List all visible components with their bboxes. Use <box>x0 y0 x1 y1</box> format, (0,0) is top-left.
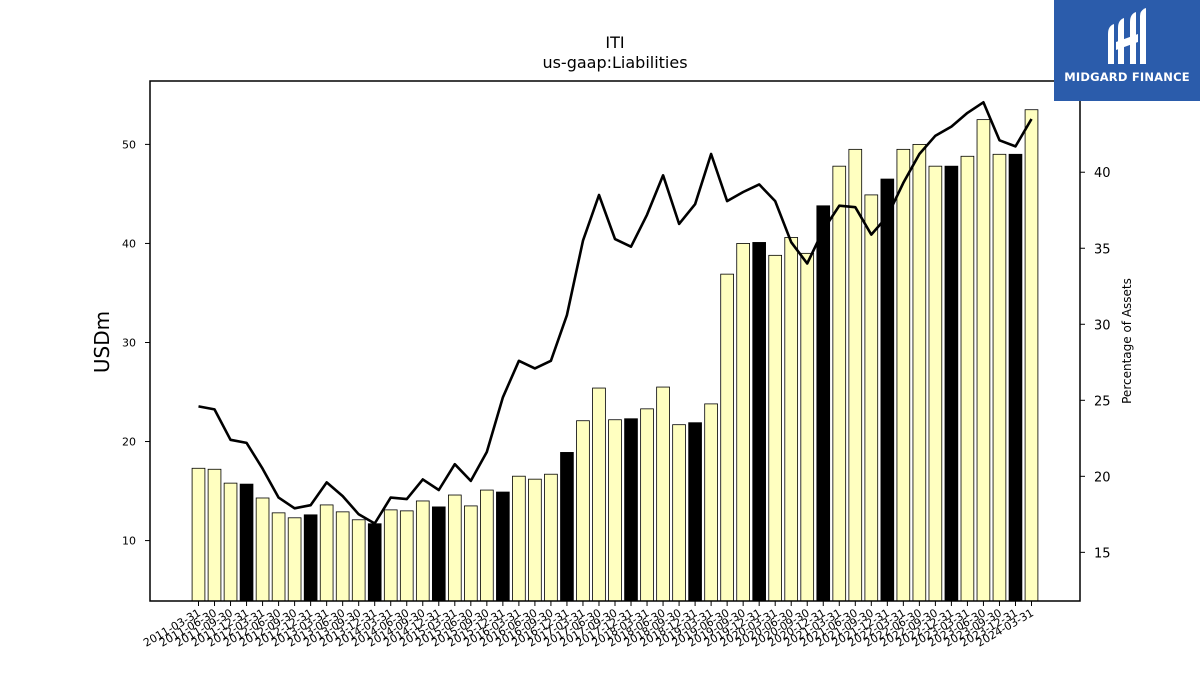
y-axis-label: USDm <box>90 311 114 373</box>
bar <box>191 467 206 602</box>
bar <box>720 273 734 602</box>
bar <box>383 509 398 602</box>
y-tick-label: 40 <box>122 237 136 250</box>
bar <box>512 475 526 602</box>
bar <box>1024 109 1039 602</box>
bar <box>464 505 478 602</box>
bars-layer <box>191 109 1039 602</box>
bar <box>896 148 911 602</box>
chart-subtitle: us-gaap:Liabilities <box>542 53 687 72</box>
y-right-tick-label: 20 <box>1094 470 1111 485</box>
bar <box>704 403 718 602</box>
bar <box>976 119 991 602</box>
bar <box>207 468 222 602</box>
bar <box>752 242 766 602</box>
bar <box>928 165 943 602</box>
bar <box>784 237 799 602</box>
bar <box>576 420 590 602</box>
line-layer <box>198 101 1033 525</box>
y-right-tick-label: 25 <box>1094 394 1111 409</box>
bar <box>688 422 702 602</box>
bar <box>255 497 270 602</box>
y-tick-label: 10 <box>122 535 136 548</box>
x-axis-ticks: 2011-03-312011-06-302011-09-302011-12-31… <box>141 601 1036 650</box>
bar <box>768 254 782 602</box>
bar <box>944 165 959 602</box>
y-right-tick-label: 15 <box>1094 546 1111 561</box>
bar <box>303 514 318 602</box>
midgard-logo-icon <box>1108 8 1146 64</box>
bar <box>544 473 558 602</box>
bar <box>287 517 302 602</box>
bar <box>480 489 494 602</box>
bar <box>672 424 686 602</box>
bar <box>351 519 366 602</box>
y-tick-label: 50 <box>122 138 136 151</box>
bar <box>223 482 238 602</box>
bar <box>271 512 286 602</box>
bar <box>832 165 847 602</box>
bar <box>415 500 430 602</box>
right-axis-ticks: 15 20 25 30 35 40 <box>1080 166 1111 561</box>
bar <box>640 408 654 602</box>
bar <box>736 243 750 602</box>
bar <box>960 155 975 602</box>
left-axis-ticks: 10 20 30 40 50 <box>122 138 150 548</box>
bar <box>239 483 254 602</box>
chart-title: ITI <box>605 33 624 52</box>
bar <box>1008 153 1023 602</box>
logo-wordmark: MIDGARD FINANCE <box>1064 70 1190 84</box>
bar <box>992 153 1007 602</box>
bar <box>608 419 622 602</box>
bar <box>431 506 446 602</box>
bar <box>624 418 638 602</box>
y-right-tick-label: 30 <box>1094 318 1111 333</box>
bar <box>447 494 462 602</box>
bar <box>367 523 382 602</box>
bar <box>592 387 606 602</box>
bar <box>399 510 414 602</box>
bar <box>656 386 670 602</box>
y-tick-label: 30 <box>122 336 136 349</box>
y-right-tick-label: 35 <box>1094 242 1111 257</box>
brand-logo: MIDGARD FINANCE <box>1054 0 1200 101</box>
y-right-tick-label: 40 <box>1094 166 1111 181</box>
bar <box>816 205 831 602</box>
bar <box>319 504 334 602</box>
y-axis-label-right: Percentage of Assets <box>1120 278 1134 404</box>
bar <box>880 178 895 602</box>
bar <box>335 511 350 602</box>
bar <box>496 491 510 602</box>
bar <box>560 452 574 602</box>
bar <box>528 478 542 602</box>
line-series <box>198 101 1033 525</box>
bar <box>864 194 879 602</box>
y-tick-label: 20 <box>122 436 136 449</box>
bar <box>800 252 815 602</box>
bar <box>912 143 927 602</box>
